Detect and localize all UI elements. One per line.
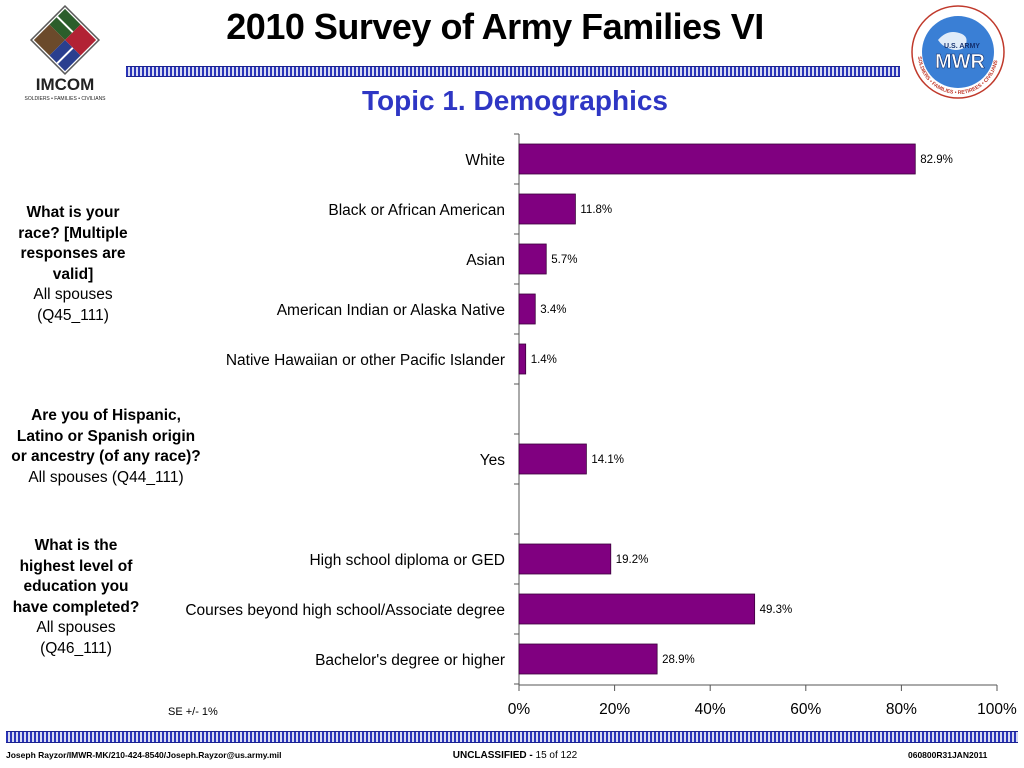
bar [518, 543, 612, 575]
page-title: 2010 Survey of Army Families VI [226, 6, 764, 47]
question-population: All spouses (Q44_111) [28, 468, 184, 486]
bar [518, 343, 527, 375]
bar [518, 643, 658, 675]
bar [518, 293, 536, 325]
imcom-logo-text: IMCOM [36, 75, 95, 94]
bar [518, 243, 547, 275]
x-tick-label: 100% [977, 701, 1017, 718]
bar-value-label: 11.8% [580, 204, 612, 216]
mwr-logo-top-text: U.S. ARMY [944, 43, 980, 50]
footer-dtg: 060800R31JAN2011 [908, 750, 988, 760]
category-label: Bachelor's degree or higher [315, 652, 505, 669]
x-tick-label: 60% [790, 701, 821, 718]
bar [518, 593, 756, 625]
header-divider [126, 66, 900, 77]
imcom-logo-tagline: SOLDIERS • FAMILIES • CIVILIANS [24, 96, 106, 102]
question-hispanic: Are you of Hispanic, Latino or Spanish o… [8, 406, 204, 488]
imcom-logo-icon: IMCOM SOLDIERS • FAMILIES • CIVILIANS [24, 4, 106, 102]
footer-divider [6, 731, 1018, 743]
bar [518, 443, 587, 475]
bar [518, 143, 916, 175]
category-label: Native Hawaiian or other Pacific Islande… [226, 352, 505, 369]
category-label: Courses beyond high school/Associate deg… [185, 602, 505, 619]
bar-value-label: 19.2% [616, 554, 649, 566]
question-text: Are you of Hispanic, Latino or Spanish o… [11, 407, 201, 465]
bar [518, 193, 576, 225]
standard-error-note: SE +/- 1% [168, 706, 218, 718]
category-label: American Indian or Alaska Native [277, 302, 505, 319]
bar-value-label: 82.9% [920, 154, 953, 166]
bar-value-label: 1.4% [531, 354, 557, 366]
category-label: Yes [480, 452, 506, 469]
mwr-logo-icon: U.S. ARMY MWR SOLDIERS • FAMILIES • RETI… [911, 5, 1005, 99]
category-label: High school diploma or GED [309, 552, 505, 569]
bar-value-label: 3.4% [540, 304, 566, 316]
category-label: White [465, 152, 505, 169]
question-text: What is your race? [Multiple responses a… [18, 204, 128, 283]
bar-value-label: 5.7% [551, 254, 577, 266]
footer-page-info: UNCLASSIFIED - 15 of 122 [420, 750, 610, 761]
question-race: What is your race? [Multiple responses a… [8, 203, 138, 326]
question-population: All spouses (Q45_111) [33, 286, 113, 324]
bar-value-label: 28.9% [662, 654, 695, 666]
question-education: What is the highest level of education y… [8, 536, 144, 659]
bar-value-label: 49.3% [760, 604, 793, 616]
category-label: Asian [466, 252, 505, 269]
x-tick-label: 0% [508, 701, 531, 718]
footer-contact: Joseph Rayzor/IMWR-MK/210-424-8540/Josep… [6, 750, 282, 760]
question-text: What is the highest level of education y… [12, 537, 140, 616]
question-population: All spouses (Q46_111) [36, 619, 116, 657]
category-label: Black or African American [328, 202, 505, 219]
x-tick-label: 40% [695, 701, 726, 718]
x-tick-label: 80% [886, 701, 917, 718]
topic-subtitle: Topic 1. Demographics [362, 85, 668, 116]
page-number: 15 of 122 [535, 750, 578, 761]
x-tick-label: 20% [599, 701, 630, 718]
demographics-bar-chart: White 82.9% Black or African American 11.8%… [185, 133, 1017, 718]
mwr-logo-main-text: MWR [935, 51, 986, 73]
bar-value-label: 14.1% [591, 454, 624, 466]
classification-label: UNCLASSIFIED - [452, 750, 533, 761]
